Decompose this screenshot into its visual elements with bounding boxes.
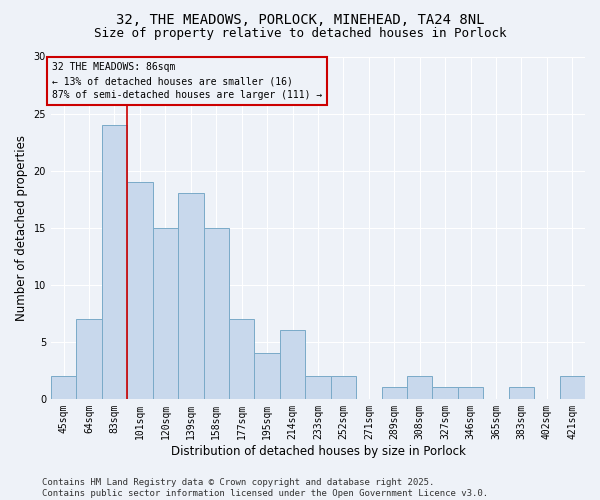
Bar — [254, 353, 280, 399]
Bar — [51, 376, 76, 399]
Bar — [127, 182, 152, 399]
Bar — [382, 388, 407, 399]
Bar — [280, 330, 305, 399]
Text: 32 THE MEADOWS: 86sqm
← 13% of detached houses are smaller (16)
87% of semi-deta: 32 THE MEADOWS: 86sqm ← 13% of detached … — [52, 62, 322, 100]
Y-axis label: Number of detached properties: Number of detached properties — [15, 134, 28, 320]
Text: Contains HM Land Registry data © Crown copyright and database right 2025.
Contai: Contains HM Land Registry data © Crown c… — [42, 478, 488, 498]
Bar — [152, 228, 178, 399]
Bar — [76, 319, 102, 399]
Text: 32, THE MEADOWS, PORLOCK, MINEHEAD, TA24 8NL: 32, THE MEADOWS, PORLOCK, MINEHEAD, TA24… — [116, 12, 484, 26]
Bar — [305, 376, 331, 399]
Bar — [102, 125, 127, 399]
Bar — [331, 376, 356, 399]
Bar — [229, 319, 254, 399]
Bar — [458, 388, 483, 399]
Bar — [407, 376, 433, 399]
Bar — [509, 388, 534, 399]
X-axis label: Distribution of detached houses by size in Porlock: Distribution of detached houses by size … — [170, 444, 466, 458]
Bar — [178, 194, 203, 399]
Text: Size of property relative to detached houses in Porlock: Size of property relative to detached ho… — [94, 28, 506, 40]
Bar — [560, 376, 585, 399]
Bar — [203, 228, 229, 399]
Bar — [433, 388, 458, 399]
